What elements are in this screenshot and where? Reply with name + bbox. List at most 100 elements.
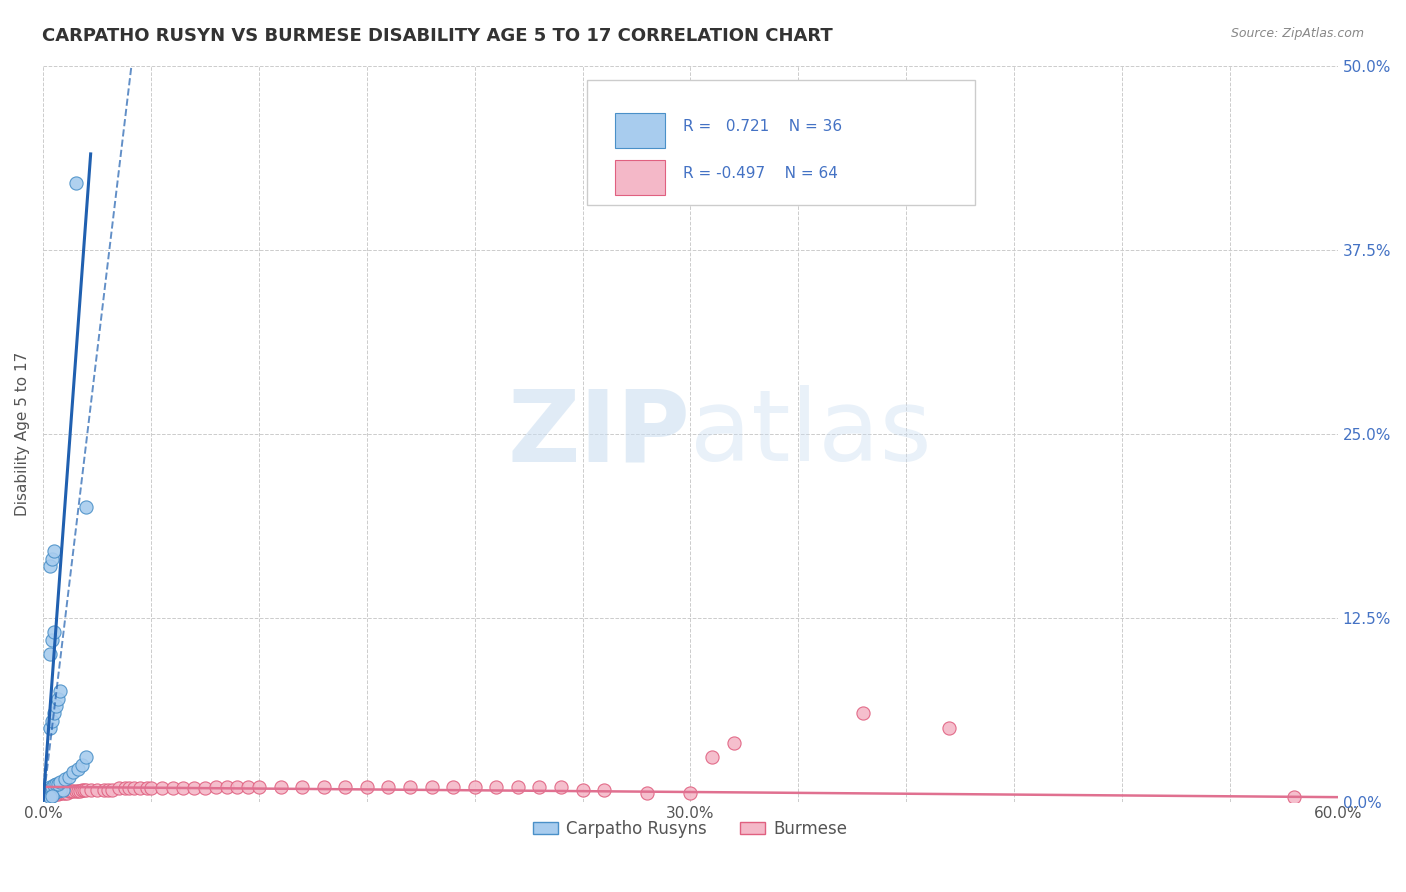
Point bbox=[312, 780, 335, 794]
Point bbox=[38, 559, 60, 574]
Point bbox=[41, 714, 63, 728]
Point bbox=[593, 782, 616, 797]
Point bbox=[172, 781, 194, 796]
Point bbox=[38, 787, 60, 801]
Point bbox=[53, 786, 76, 800]
Point bbox=[571, 782, 593, 797]
Point bbox=[66, 762, 89, 776]
Point bbox=[247, 780, 270, 794]
Point bbox=[49, 782, 72, 797]
Point bbox=[46, 787, 69, 801]
Point bbox=[70, 782, 93, 797]
Point bbox=[75, 782, 97, 797]
Point bbox=[65, 177, 87, 191]
Point bbox=[53, 772, 76, 787]
FancyBboxPatch shape bbox=[616, 113, 665, 148]
Point bbox=[636, 786, 658, 800]
Point bbox=[93, 782, 115, 797]
FancyBboxPatch shape bbox=[586, 80, 976, 205]
Point bbox=[42, 786, 65, 800]
Point bbox=[270, 780, 292, 794]
Point bbox=[46, 691, 69, 706]
Point bbox=[46, 777, 69, 791]
Point bbox=[49, 786, 72, 800]
Point bbox=[66, 784, 89, 798]
Point bbox=[723, 736, 745, 750]
Point bbox=[86, 782, 108, 797]
Point bbox=[41, 632, 63, 647]
Point bbox=[38, 780, 60, 794]
Point bbox=[215, 780, 238, 794]
Text: atlas: atlas bbox=[690, 385, 932, 482]
Point bbox=[550, 780, 572, 794]
Point bbox=[49, 775, 72, 789]
Point bbox=[70, 757, 93, 772]
Point bbox=[69, 784, 91, 798]
Point bbox=[356, 780, 378, 794]
Point bbox=[75, 500, 97, 515]
Text: R = -0.497    N = 64: R = -0.497 N = 64 bbox=[683, 166, 838, 181]
Text: ZIP: ZIP bbox=[508, 385, 690, 482]
Point bbox=[37, 787, 59, 801]
Point bbox=[114, 781, 136, 796]
FancyBboxPatch shape bbox=[616, 160, 665, 195]
Point bbox=[41, 786, 63, 800]
Point bbox=[464, 780, 486, 794]
Point bbox=[45, 777, 67, 791]
Point bbox=[42, 787, 65, 801]
Point bbox=[399, 780, 422, 794]
Point bbox=[129, 781, 152, 796]
Point bbox=[377, 780, 399, 794]
Point bbox=[75, 750, 97, 764]
Point bbox=[41, 789, 63, 803]
Point bbox=[46, 784, 69, 798]
Point bbox=[420, 780, 443, 794]
Point bbox=[62, 784, 84, 798]
Point bbox=[38, 721, 60, 735]
Y-axis label: Disability Age 5 to 17: Disability Age 5 to 17 bbox=[15, 351, 30, 516]
Point bbox=[45, 784, 67, 798]
Point bbox=[441, 780, 464, 794]
Point bbox=[118, 781, 141, 796]
Point bbox=[56, 786, 79, 800]
Point bbox=[45, 698, 67, 713]
Point bbox=[506, 780, 529, 794]
Point bbox=[42, 778, 65, 792]
Point bbox=[38, 790, 60, 805]
Point bbox=[62, 765, 84, 780]
Point bbox=[41, 551, 63, 566]
Point bbox=[162, 781, 184, 796]
Point bbox=[485, 780, 508, 794]
Point bbox=[45, 787, 67, 801]
Point bbox=[58, 784, 80, 798]
Point bbox=[97, 782, 120, 797]
Point bbox=[101, 782, 124, 797]
Point bbox=[122, 781, 145, 796]
Point bbox=[529, 780, 551, 794]
Point bbox=[236, 780, 259, 794]
Point bbox=[679, 786, 702, 800]
Point bbox=[49, 684, 72, 698]
Point bbox=[42, 544, 65, 558]
Point bbox=[938, 721, 960, 735]
Point bbox=[38, 787, 60, 801]
Point bbox=[73, 782, 96, 797]
Point bbox=[42, 625, 65, 640]
Point bbox=[58, 770, 80, 784]
Point bbox=[41, 787, 63, 801]
Text: R =   0.721    N = 36: R = 0.721 N = 36 bbox=[683, 119, 842, 134]
Legend: Carpatho Rusyns, Burmese: Carpatho Rusyns, Burmese bbox=[526, 814, 855, 845]
Text: CARPATHO RUSYN VS BURMESE DISABILITY AGE 5 TO 17 CORRELATION CHART: CARPATHO RUSYN VS BURMESE DISABILITY AGE… bbox=[42, 27, 832, 45]
Point bbox=[1284, 790, 1306, 805]
Point bbox=[37, 787, 59, 801]
Point bbox=[65, 784, 87, 798]
Point bbox=[79, 782, 101, 797]
Point bbox=[52, 782, 75, 797]
Point bbox=[139, 781, 162, 796]
Text: Source: ZipAtlas.com: Source: ZipAtlas.com bbox=[1230, 27, 1364, 40]
Point bbox=[150, 781, 173, 796]
Point bbox=[38, 648, 60, 662]
Point bbox=[852, 706, 875, 721]
Point bbox=[107, 781, 129, 796]
Point bbox=[60, 784, 83, 798]
